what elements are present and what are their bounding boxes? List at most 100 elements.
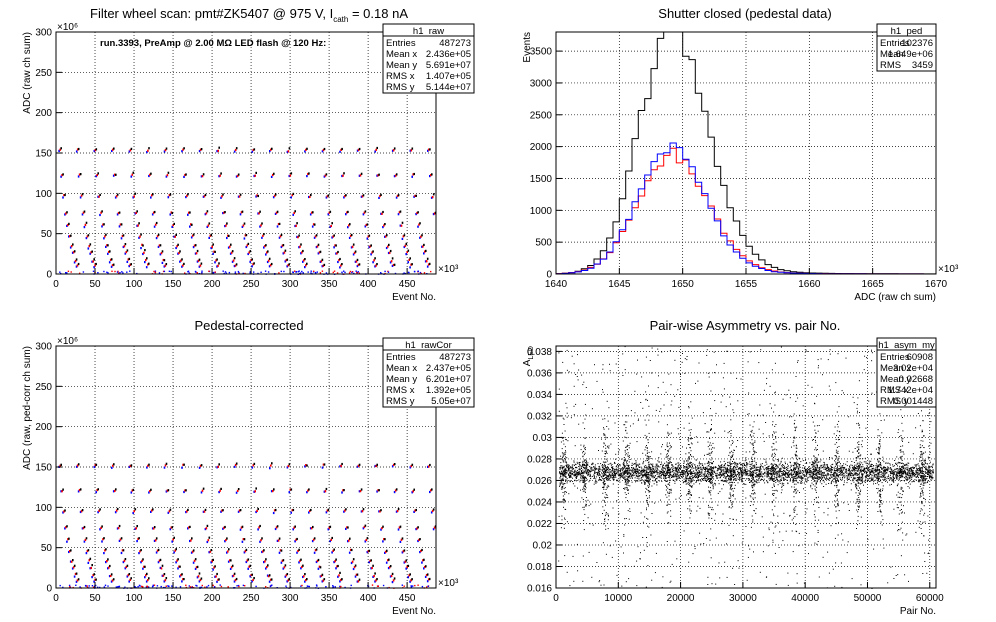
data-point — [667, 468, 669, 470]
data-point — [382, 226, 384, 229]
data-point — [372, 261, 374, 264]
data-point — [90, 251, 92, 254]
data-point — [740, 464, 742, 466]
data-point — [879, 468, 880, 470]
data-point — [602, 468, 604, 470]
data-point — [918, 467, 920, 469]
data-point — [751, 477, 753, 479]
data-point — [803, 482, 805, 484]
data-point — [62, 196, 64, 199]
data-point — [110, 580, 113, 583]
data-point — [824, 477, 826, 479]
data-point — [701, 471, 702, 473]
data-point — [661, 474, 663, 476]
data-point — [895, 476, 897, 478]
data-point — [815, 475, 817, 477]
data-point — [744, 483, 745, 485]
data-point — [856, 463, 858, 465]
data-point — [725, 469, 727, 471]
data-point — [649, 467, 650, 468]
data-point — [321, 466, 324, 469]
data-point — [927, 476, 928, 477]
data-point — [849, 470, 851, 472]
data-point — [114, 489, 116, 492]
data-point — [586, 473, 588, 475]
data-point — [276, 225, 279, 228]
data-point — [80, 510, 83, 513]
data-point — [619, 477, 621, 478]
data-point — [607, 468, 609, 470]
data-point — [593, 483, 595, 485]
data-point — [687, 468, 689, 469]
data-point — [646, 473, 648, 475]
data-point — [64, 193, 66, 197]
data-point — [640, 471, 642, 473]
data-point — [562, 474, 564, 476]
data-point — [91, 585, 94, 587]
x-tick-label: 300 — [282, 593, 299, 604]
data-point — [565, 467, 567, 469]
data-point — [923, 474, 925, 476]
data-point — [652, 471, 654, 472]
data-point — [287, 264, 289, 267]
data-point — [342, 174, 344, 177]
data-point — [818, 468, 820, 470]
data-point — [424, 565, 426, 569]
data-point — [97, 195, 99, 198]
y-multiplier: ×10⁶ — [57, 336, 78, 347]
data-point — [840, 474, 842, 476]
stats-value: 5.144e+07 — [426, 82, 471, 93]
data-point — [347, 526, 349, 529]
data-point — [69, 586, 71, 588]
data-point — [633, 475, 635, 476]
data-point — [919, 479, 921, 481]
data-point — [97, 586, 99, 588]
data-point — [660, 464, 661, 466]
data-point — [923, 464, 925, 466]
stats-value: 102376 — [901, 38, 933, 49]
data-point — [620, 470, 621, 472]
data-point — [280, 549, 283, 552]
data-point — [896, 477, 898, 479]
data-point — [600, 469, 602, 471]
data-point — [68, 537, 70, 540]
data-point — [740, 480, 742, 482]
data-point — [417, 225, 419, 228]
data-point — [904, 469, 905, 471]
data-point — [255, 487, 257, 490]
data-point — [917, 480, 919, 482]
data-point — [767, 468, 769, 470]
data-point — [255, 195, 257, 198]
data-point — [358, 578, 361, 581]
data-point — [380, 272, 382, 274]
stats-value: 487273 — [439, 38, 471, 49]
data-point — [927, 472, 929, 474]
data-point — [188, 526, 190, 529]
data-point — [919, 474, 921, 476]
data-point — [169, 213, 172, 216]
data-point — [780, 461, 782, 463]
data-point — [689, 485, 691, 487]
data-point — [334, 586, 336, 588]
data-point — [772, 479, 774, 481]
data-point — [604, 474, 606, 476]
data-point — [777, 467, 779, 469]
data-point — [178, 251, 180, 255]
data-point — [646, 467, 648, 469]
data-point — [675, 467, 677, 468]
data-point — [840, 479, 841, 481]
data-point — [656, 478, 658, 480]
data-point — [186, 194, 188, 197]
data-point — [668, 468, 670, 470]
data-point — [678, 477, 680, 479]
data-point — [132, 196, 134, 199]
data-point — [288, 147, 291, 150]
data-point — [849, 474, 851, 476]
data-point — [575, 478, 577, 479]
data-point — [333, 246, 335, 249]
data-point — [895, 475, 897, 477]
data-point — [686, 470, 688, 471]
data-point — [384, 551, 386, 554]
data-point — [313, 551, 316, 554]
data-point — [610, 476, 612, 478]
